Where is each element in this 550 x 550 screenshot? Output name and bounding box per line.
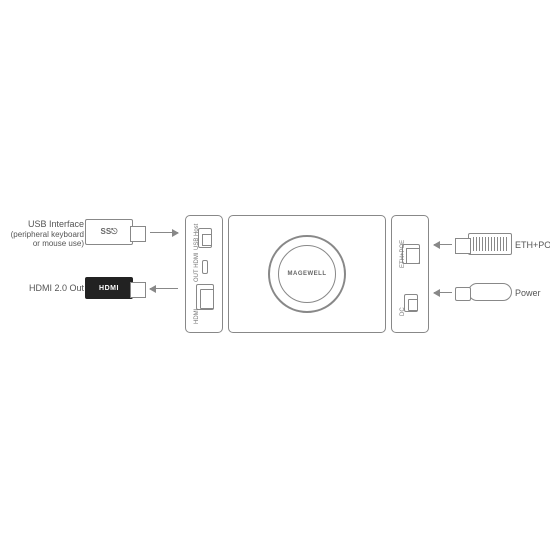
port-hdmi-icon — [196, 284, 214, 310]
vlabel-dc: DC — [400, 307, 406, 316]
usb-plug-text: SS⎋ — [101, 227, 118, 237]
brand-text: MAGEWELL — [288, 271, 327, 277]
vlabel-usb: USB Host — [194, 224, 200, 250]
usb-title: USB Interface — [6, 219, 84, 230]
arrow-power-in — [434, 292, 452, 293]
arrow-usb-in — [150, 232, 178, 233]
eth-plug-icon — [468, 233, 512, 255]
connection-diagram: USB Interface (peripheral keyboard or mo… — [0, 205, 550, 345]
eth-poe-label: ETH+POE — [515, 240, 550, 251]
device-right-panel: ETH+POE DC — [391, 215, 429, 333]
port-dc-icon — [404, 294, 418, 312]
usb-interface-label: USB Interface (peripheral keyboard or mo… — [6, 219, 84, 249]
arrow-hdmi-out — [150, 288, 178, 289]
logo-inner-icon: MAGEWELL — [278, 245, 336, 303]
usb-plug-icon: SS⎋ — [85, 219, 133, 245]
vlabel-eth: ETH+POE — [400, 240, 406, 268]
logo-ring-icon: MAGEWELL — [268, 235, 346, 313]
vlabel-hdmi: HDMI — [194, 309, 200, 324]
power-label: Power — [515, 288, 541, 299]
hdmi-plug-text: HDMI — [99, 285, 119, 292]
device-main-body: MAGEWELL — [228, 215, 386, 333]
vlabel-out: OUT HDMI — [194, 252, 200, 282]
hdmi-plug-icon: HDMI — [85, 277, 133, 299]
dc-plug-icon — [468, 283, 512, 301]
arrow-eth-in — [434, 244, 452, 245]
port-button-icon — [202, 260, 208, 274]
device-left-panel: USB Host OUT HDMI HDMI — [185, 215, 223, 333]
hdmi-out-label: HDMI 2.0 Out — [6, 283, 84, 294]
port-usb-icon — [198, 228, 212, 248]
usb-subtitle: (peripheral keyboard or mouse use) — [6, 230, 84, 249]
